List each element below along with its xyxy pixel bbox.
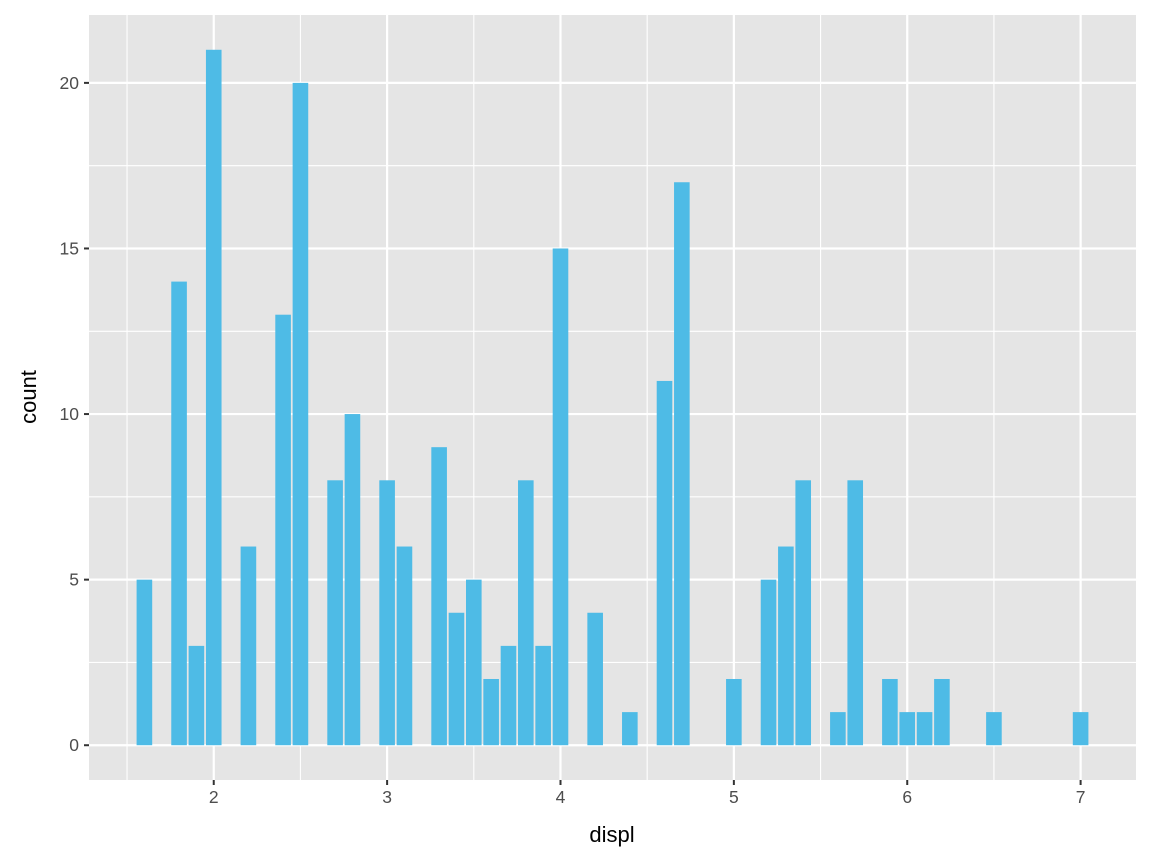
bar: [986, 712, 1002, 746]
bar: [847, 480, 864, 746]
bar: [379, 480, 395, 746]
bar: [552, 248, 569, 746]
bar: [448, 612, 465, 746]
bar: [1072, 712, 1089, 746]
bar: [830, 712, 846, 746]
x-tick-label: 5: [729, 787, 739, 807]
bar: [882, 678, 898, 746]
bar: [778, 546, 794, 746]
bar: [344, 414, 361, 746]
x-tick-label: 3: [382, 787, 392, 807]
bar: [205, 49, 222, 746]
bar: [275, 314, 291, 746]
bar: [465, 579, 482, 746]
bar: [483, 678, 499, 746]
bar: [674, 182, 690, 746]
bar: [431, 447, 447, 746]
bar: [726, 678, 742, 746]
bar: [396, 546, 413, 746]
bar: [587, 612, 603, 746]
bar: [500, 645, 517, 746]
y-tick-label: 5: [69, 570, 79, 590]
x-tick-label: 7: [1076, 787, 1086, 807]
bar: [535, 645, 551, 746]
y-axis-label: count: [16, 370, 41, 424]
x-tick-label: 6: [902, 787, 912, 807]
y-tick-label: 0: [69, 735, 79, 755]
bar: [171, 281, 187, 746]
x-axis-label: displ: [589, 822, 634, 847]
bar: [656, 380, 673, 746]
x-tick-label: 4: [556, 787, 566, 807]
x-tick-label: 2: [209, 787, 219, 807]
bar: [760, 579, 777, 746]
bar: [188, 645, 205, 746]
bar: [518, 480, 534, 746]
bar: [240, 546, 257, 746]
bar: [934, 678, 950, 746]
y-tick-label: 10: [60, 404, 80, 424]
bar: [795, 480, 812, 746]
bar: [899, 712, 916, 746]
y-tick-label: 15: [60, 238, 79, 258]
bar: [327, 480, 343, 746]
bar: [292, 82, 309, 746]
y-tick-label: 20: [60, 73, 80, 93]
bar: [916, 712, 933, 746]
panel-background: [89, 15, 1136, 780]
bar: [136, 579, 153, 746]
bar: [622, 712, 638, 746]
